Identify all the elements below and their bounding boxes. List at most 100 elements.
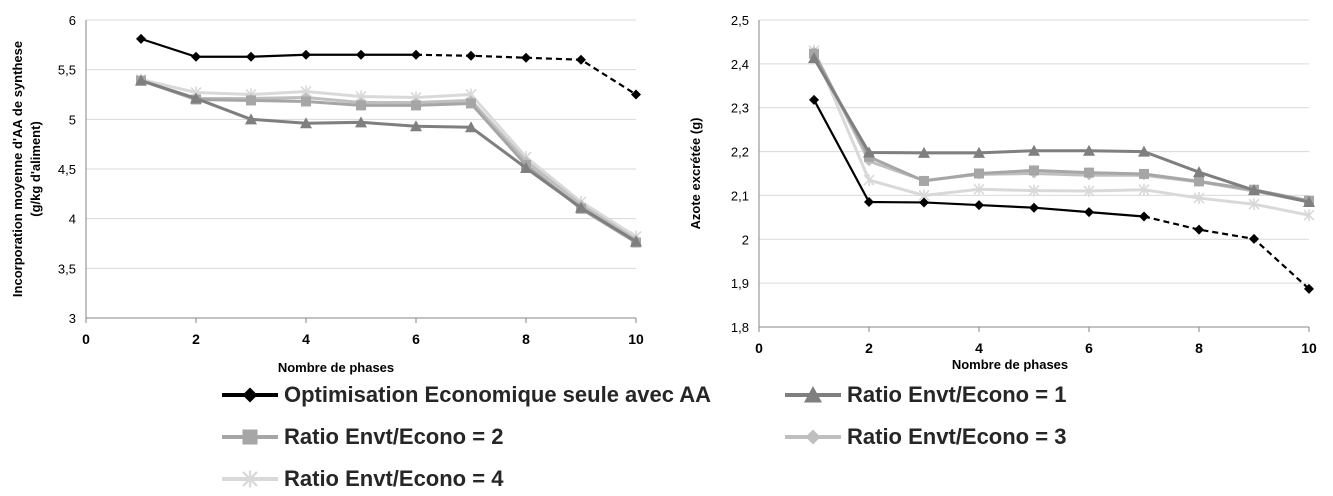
series-s2 xyxy=(809,48,1314,206)
x-tick-label: 8 xyxy=(1195,340,1203,356)
data-point-s2 xyxy=(356,100,366,111)
data-point-s1 xyxy=(1193,166,1205,178)
data-point-s2 xyxy=(411,100,421,111)
legend-label-s3: Ratio Envt/Econo = 3 xyxy=(847,424,1067,449)
data-point-s4 xyxy=(1138,183,1150,196)
series-s1 xyxy=(135,74,642,247)
data-point-s0 xyxy=(246,51,256,62)
data-point-s4 xyxy=(1083,185,1095,198)
charts-canvas: 3 3,5 4 4,5 5 5,5 6 0 2 4 6 8 10 Nombre de phases Inco… xyxy=(10,13,1317,375)
data-point-s0 xyxy=(521,52,531,63)
legend-marker xyxy=(242,429,258,445)
y-tick-label: 2,1 xyxy=(731,188,749,203)
legend: Optimisation Economique seule avec AA Ra… xyxy=(0,376,1333,496)
data-point-s2 xyxy=(246,95,256,106)
data-point-s2 xyxy=(301,96,311,107)
data-point-s0 xyxy=(864,197,874,208)
x-axis-title: Nombre de phases xyxy=(952,357,1068,372)
data-point-s1 xyxy=(1303,196,1315,208)
data-point-s4 xyxy=(1303,209,1315,222)
series-line-s0 xyxy=(140,37,416,58)
data-point-s0 xyxy=(301,49,311,60)
legend-symbol-s2 xyxy=(222,429,278,445)
data-point-s4 xyxy=(1193,192,1205,205)
x-tick-label: 2 xyxy=(865,340,873,356)
legend-marker xyxy=(242,387,258,403)
series-line-s2 xyxy=(812,53,1310,203)
legend-item-s3: Ratio Envt/Econo = 3 xyxy=(783,422,1066,452)
y-tick-label: 2,3 xyxy=(731,101,749,116)
data-point-s4 xyxy=(1028,184,1040,197)
data-point-s1 xyxy=(1028,144,1040,156)
y-tick-label: 2,5 xyxy=(731,13,749,28)
legend-label-s0: Optimisation Economique seule avec AA xyxy=(284,382,712,407)
data-point-s2 xyxy=(974,168,984,179)
data-point-s2 xyxy=(1194,176,1204,187)
data-point-s0 xyxy=(919,197,929,208)
series-line-s1 xyxy=(812,57,1310,204)
data-point-s1 xyxy=(863,146,875,158)
data-point-s1 xyxy=(1083,144,1095,156)
legend-marker xyxy=(242,470,258,488)
legend-item-s2: Ratio Envt/Econo = 2 xyxy=(220,422,503,452)
series-line-s0 xyxy=(813,99,1145,218)
y-axis-title-line2: (g/kg d'aliment) xyxy=(28,121,43,217)
data-point-s0 xyxy=(411,49,421,60)
y-tick-label: 1,8 xyxy=(731,320,749,335)
x-tick-label: 0 xyxy=(755,340,763,356)
data-point-s0 xyxy=(191,51,201,62)
data-point-s0 xyxy=(631,89,641,100)
data-point-s1 xyxy=(1248,184,1260,196)
legend-marker xyxy=(805,429,821,445)
data-point-s1 xyxy=(300,117,312,129)
data-point-s0 xyxy=(1029,202,1039,213)
legend-symbol-s3 xyxy=(785,429,841,445)
data-point-s0 xyxy=(1249,233,1259,244)
series-line-s3 xyxy=(812,50,1310,204)
data-point-s2 xyxy=(1139,168,1149,179)
chart-2: 1,8 1,9 2 2,1 2,2 2,3 2,4 2,5 0 2 4 6 8 10 Nombre de p… xyxy=(688,13,1317,372)
series-line-s1 xyxy=(140,79,637,243)
series-line-s4 xyxy=(140,78,637,238)
series-s1 xyxy=(808,52,1315,208)
x-tick-label: 8 xyxy=(522,331,530,347)
y-tick-label: 2 xyxy=(742,232,749,247)
data-point-s1 xyxy=(630,235,642,247)
data-point-s1 xyxy=(190,92,202,104)
chart-1: 3 3,5 4 4,5 5 5,5 6 0 2 4 6 8 10 Nombre de phases Inco… xyxy=(10,13,644,375)
data-point-s0 xyxy=(356,49,366,60)
legend-item-s0: Optimisation Economique seule avec AA xyxy=(220,380,711,410)
legend-symbol-s4 xyxy=(222,470,278,488)
data-point-s2 xyxy=(1084,167,1094,178)
y-axis-title: Incorporation moyenne d'AA de synthese xyxy=(10,41,25,297)
y-tick-label: 4,5 xyxy=(58,162,76,177)
data-point-s2 xyxy=(466,98,476,109)
y-tick-label: 5,5 xyxy=(58,63,76,78)
data-point-s0 xyxy=(809,94,819,105)
data-point-s1 xyxy=(575,201,587,213)
x-axis-title: Nombre de phases xyxy=(278,360,394,375)
data-point-s1 xyxy=(410,120,422,132)
data-point-s0 xyxy=(1084,207,1094,218)
data-point-s1 xyxy=(465,121,477,133)
data-point-s1 xyxy=(355,116,367,128)
y-tick-label: 5 xyxy=(69,112,76,127)
data-point-s4 xyxy=(1248,198,1260,211)
legend-label-s2: Ratio Envt/Econo = 2 xyxy=(284,424,504,449)
y-tick-label: 2,2 xyxy=(731,145,749,160)
legend-symbol-s1 xyxy=(785,386,841,403)
series-line-dashed-s0 xyxy=(1143,215,1310,290)
y-tick-label: 1,9 xyxy=(731,276,749,291)
data-point-s0 xyxy=(136,33,146,44)
legend-label-s4: Ratio Envt/Econo = 4 xyxy=(284,466,504,491)
data-point-s1 xyxy=(1138,145,1150,157)
x-tick-label: 0 xyxy=(82,331,90,347)
y-axis-title: Azote excrétée (g) xyxy=(688,118,703,230)
x-tick-label: 6 xyxy=(1085,340,1093,356)
x-tick-label: 10 xyxy=(1301,340,1317,356)
legend-label-s1: Ratio Envt/Econo = 1 xyxy=(847,382,1067,407)
y-tick-label: 4 xyxy=(69,212,76,227)
x-tick-label: 10 xyxy=(628,331,644,347)
legend-item-s1: Ratio Envt/Econo = 1 xyxy=(783,380,1066,410)
legend-marker xyxy=(804,386,822,403)
